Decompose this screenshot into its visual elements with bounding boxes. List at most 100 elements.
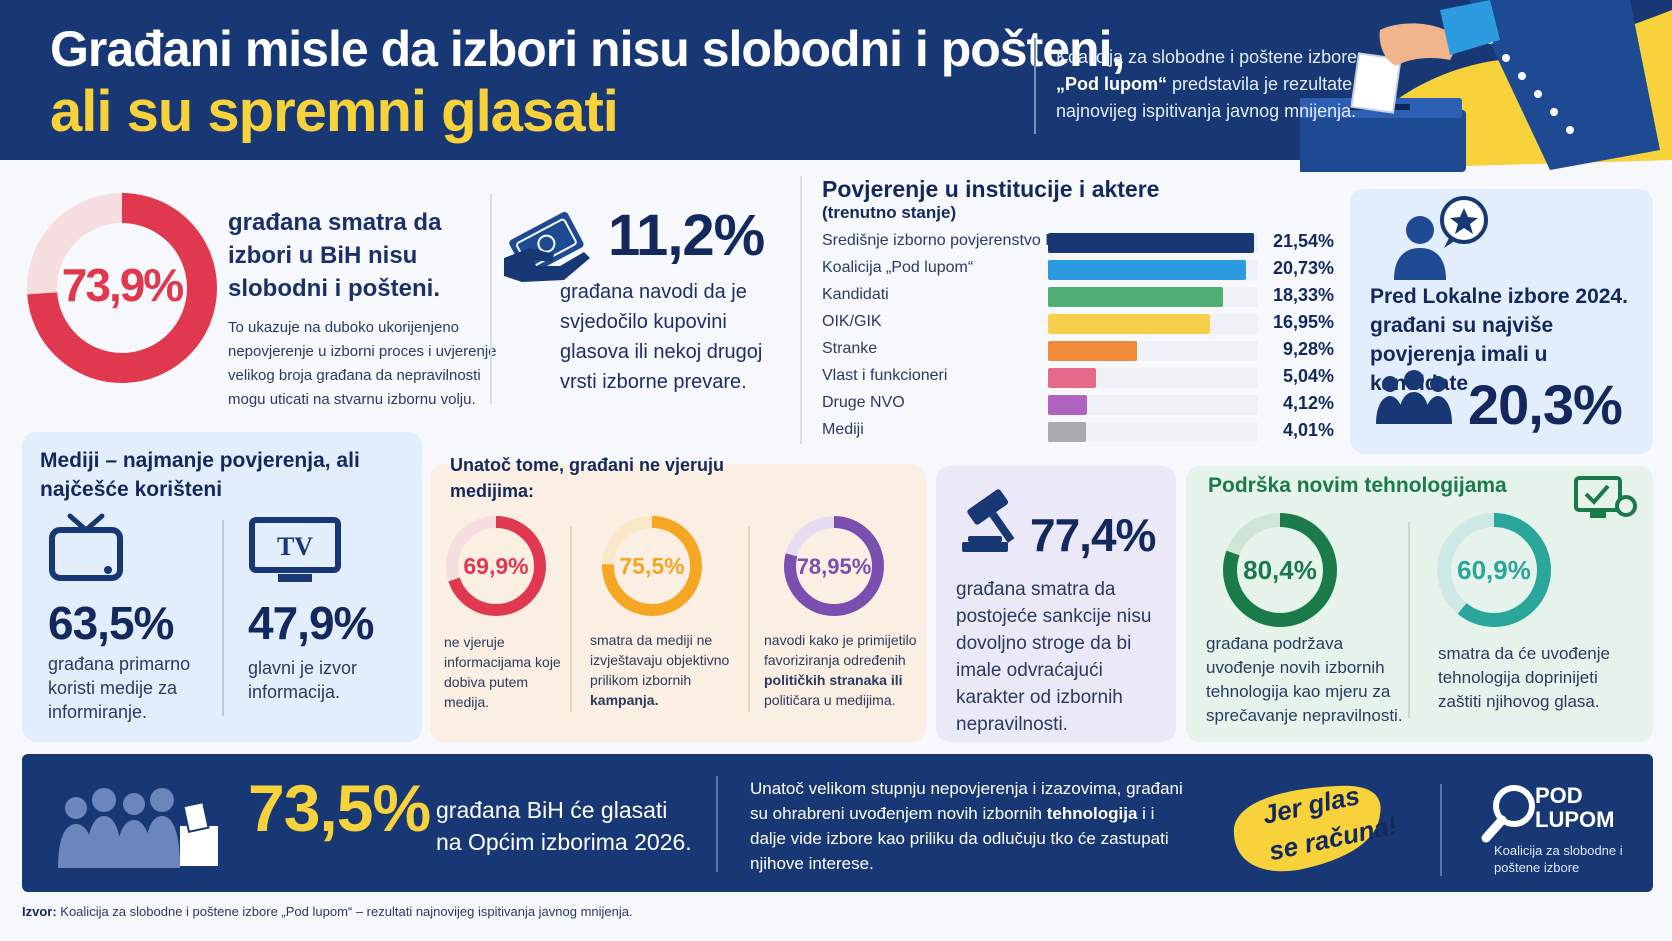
vote-note-part: i i dalje vide izbore kao priliku da odl… [750, 804, 1169, 873]
distrust-ring: 75,5% [602, 516, 702, 616]
section-divider [1408, 522, 1410, 718]
trust-row: Koalicija „Pod lupom“ 20,73% [822, 257, 1334, 283]
ballot-box-illustration [1300, 0, 1672, 172]
ring-value: 80,4% [1243, 555, 1317, 585]
trust-row: Središnje izborno povjerenstvo BiH 21,54% [822, 230, 1334, 256]
trust-row: Kandidati 18,33% [822, 284, 1334, 310]
vote-note: Unatoč velikom stupnju nepovjerenja i iz… [750, 776, 1190, 876]
trust-bar-track [1048, 287, 1258, 307]
technology-ring: 80,4% [1223, 513, 1337, 627]
trust-bar [1048, 395, 1088, 415]
sanctions-text: građana smatra da postojeće sankcije nis… [956, 579, 1152, 735]
distrust-ring: 78,95% [784, 516, 884, 616]
free-elections-headline: građana smatra da izbori u BiH nisu slob… [228, 209, 442, 302]
distrust-text-part: navodi kako je primijetilo favoriziranja… [764, 632, 917, 668]
distrust-text-bold: kampanja. [590, 692, 659, 708]
ring-arc [1223, 513, 1337, 627]
free-elections-donut-arc [27, 193, 217, 383]
vote-note-part: Unatoč velikom stupnju nepovjerenja i iz… [750, 779, 1183, 823]
trust-row-label: Vlast i funkcioneri [822, 367, 948, 384]
page-title-line1: Građani misle da izbori nisu slobodni i … [50, 21, 1125, 77]
free-elections-body: To ukazuje na duboko ukorijenjeno nepovj… [228, 319, 497, 408]
tv-icon [49, 513, 123, 581]
logo-subtitle: Koalicija za slobodne i poštene izbore [1494, 843, 1623, 875]
trust-row-label: Kandidati [822, 286, 889, 303]
trust-bar-track [1048, 341, 1258, 361]
header-description: Koalicija za slobodne i poštene izbore „… [1056, 44, 1376, 125]
trust-row-value: 21,54% [1272, 231, 1334, 251]
trust-row: OIK/GIK 16,95% [822, 311, 1334, 337]
trust-row-value: 18,33% [1272, 285, 1334, 305]
trust-row-value: 20,73% [1272, 258, 1334, 278]
free-elections-donut: 73,9% [27, 193, 217, 383]
voting-machine-icon [1574, 476, 1637, 518]
section-divider [800, 176, 802, 444]
distrust-ring: 69,9% [446, 516, 546, 616]
trust-bar-track [1048, 368, 1258, 388]
ring-value: 60,9% [1457, 555, 1531, 585]
section-divider [222, 520, 224, 716]
source-label: Izvor: [22, 904, 57, 919]
distrust-text: navodi kako je primijetilo favoriziranja… [764, 630, 924, 710]
trust-bar [1048, 314, 1210, 334]
ring-arc [1437, 513, 1551, 627]
header-desc-rest: predstavila je rezultate najnovijeg ispi… [1056, 74, 1357, 121]
money-hand-icon [504, 211, 590, 282]
media-usage-text: građana primarno koristi medije za infor… [48, 654, 191, 722]
distrust-text: ne vjeruje informacijama koje dobiva put… [444, 634, 561, 710]
trust-row-label: Koalicija „Pod lupom“ [822, 259, 974, 276]
section-divider [570, 526, 572, 712]
header-divider [1034, 38, 1036, 134]
vote-buying-text: građana navodi da je svjedočilo kupovini… [560, 281, 763, 393]
sanctions-value: 77,4% [1030, 509, 1156, 561]
trust-row: Mediji 4,01% [822, 419, 1334, 445]
trust-row-label: Druge NVO [822, 394, 905, 411]
ring-value: 75,5% [619, 553, 684, 579]
trust-bar-track [1048, 233, 1258, 253]
person-star-icon [1394, 196, 1488, 280]
media-usage-value: 63,5% [48, 597, 174, 649]
ring-arc [446, 516, 546, 616]
trust-row-value: 9,28% [1282, 339, 1334, 359]
vote-intent-value: 73,5% [248, 771, 431, 845]
source-note: Izvor: Koalicija za slobodne i poštene i… [22, 904, 633, 919]
trust-bar [1048, 260, 1246, 280]
slogan-brush-stroke [1233, 785, 1381, 872]
ring-arc [784, 516, 884, 616]
logo-line1: POD [1535, 783, 1583, 808]
trust-bar [1048, 233, 1254, 253]
trust-row-label: Središnje izborno povjerenstvo BiH [822, 232, 1072, 249]
gavel-icon [962, 489, 1015, 552]
logo-text: POD LUPOM [1535, 784, 1614, 832]
technology-text: smatra da će uvođenje tehnologija doprin… [1438, 644, 1610, 711]
ring-value: 69,9% [463, 553, 528, 579]
technology-ring: 60,9% [1437, 513, 1551, 627]
banner-divider [716, 776, 718, 872]
header-desc-line1: Koalicija za slobodne i poštene izbore [1056, 47, 1358, 67]
trust-row: Druge NVO 4,12% [822, 392, 1334, 418]
section-divider [748, 526, 750, 712]
tv-source-text: glavni je izvor informacija. [248, 658, 358, 702]
vote-buying-value: 11,2% [608, 203, 765, 268]
banner-divider [1440, 784, 1442, 876]
distrust-text-bold: političkih stranaka ili [764, 672, 903, 688]
trust-row-value: 5,04% [1282, 366, 1334, 386]
free-elections-value: 73,9% [62, 259, 184, 311]
logo-line2: LUPOM [1535, 807, 1615, 832]
trust-bar-track [1048, 260, 1258, 280]
ring-value: 78,95% [797, 554, 872, 579]
trust-row-value: 4,01% [1282, 420, 1334, 440]
candidates-value: 20,3% [1468, 373, 1623, 436]
trust-row-label: Stranke [822, 340, 878, 357]
trust-row-label: OIK/GIK [822, 313, 882, 330]
trust-bar [1048, 422, 1087, 442]
media-distrust-title: Unatoč tome, građani ne vjeruju medijima… [450, 455, 725, 501]
tv-label: TV [277, 532, 313, 561]
trust-bar [1048, 368, 1097, 388]
trust-chart-subtitle: (trenutno stanje) [822, 203, 957, 222]
distrust-text: smatra da mediji ne izvještavaju objekti… [590, 630, 750, 710]
trust-row-value: 4,12% [1282, 393, 1334, 413]
voters-icon [58, 788, 218, 868]
trust-row: Vlast i funkcioneri 5,04% [822, 365, 1334, 391]
monitor-tv-icon: TV [249, 517, 341, 582]
